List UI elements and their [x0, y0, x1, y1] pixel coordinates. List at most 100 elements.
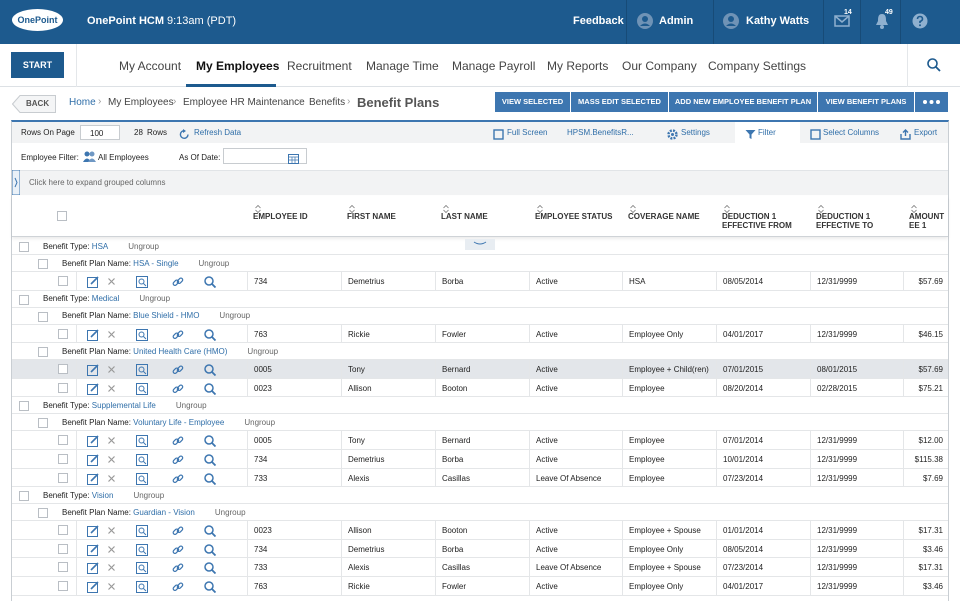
breadcrumb-link[interactable]: Benefits [309, 97, 346, 108]
group-name[interactable]: HSA - Single [133, 258, 179, 268]
sort-icon[interactable] [724, 200, 730, 214]
row-checkbox[interactable] [58, 472, 68, 483]
delete-icon[interactable] [106, 524, 118, 536]
group-name[interactable]: United Health Care (HMO) [133, 346, 228, 356]
fullscreen-button[interactable]: Full Screen [507, 128, 548, 137]
search-row-icon[interactable] [204, 524, 217, 538]
view-select[interactable]: HPSM.BenefitsR... [567, 128, 634, 137]
column-header[interactable]: DEDUCTION 1 EFFECTIVE FROM [722, 212, 792, 230]
row-checkbox[interactable] [58, 543, 68, 554]
delete-icon[interactable] [106, 580, 118, 592]
nav-item[interactable]: Manage Time [366, 59, 439, 73]
nav-item[interactable]: Our Company [622, 59, 697, 73]
view-icon[interactable] [136, 543, 148, 556]
edit-icon[interactable] [87, 561, 99, 575]
view-icon[interactable] [136, 524, 148, 538]
edit-icon[interactable] [87, 543, 99, 556]
sort-icon[interactable] [911, 200, 917, 214]
column-header[interactable]: DEDUCTION 1 EFFECTIVE TO [816, 212, 874, 230]
action-button[interactable]: ADD NEW EMPLOYEE BENEFIT PLAN [669, 92, 817, 112]
back-button[interactable]: BACK [26, 99, 50, 108]
link-icon[interactable] [172, 434, 184, 446]
delete-icon[interactable] [106, 472, 118, 484]
search-row-icon[interactable] [204, 472, 217, 485]
settings-button[interactable]: Settings [681, 128, 710, 137]
edit-icon[interactable] [87, 275, 99, 288]
column-header[interactable]: COVERAGE NAME [628, 212, 700, 221]
search-row-icon[interactable] [204, 382, 217, 395]
link-icon[interactable] [172, 561, 184, 573]
row-checkbox[interactable] [58, 525, 68, 536]
nav-item[interactable]: My Account [119, 59, 182, 73]
header-checkbox[interactable] [57, 211, 67, 221]
link-icon[interactable] [172, 275, 184, 287]
delete-icon[interactable] [106, 561, 118, 573]
employee-filter[interactable]: All Employees [98, 153, 149, 162]
feedback-link[interactable]: Feedback [573, 15, 624, 27]
group-checkbox[interactable] [38, 311, 48, 322]
refresh-icon[interactable] [179, 127, 190, 139]
sort-icon[interactable] [349, 200, 355, 214]
group-checkbox[interactable] [19, 242, 29, 252]
export-button[interactable]: Export [914, 128, 938, 137]
nav-item[interactable]: My Employees [196, 59, 280, 73]
export-icon[interactable] [900, 127, 911, 140]
delete-icon[interactable] [106, 328, 118, 340]
collapse-handle[interactable] [465, 237, 495, 250]
edit-icon[interactable] [87, 453, 99, 466]
edit-icon[interactable] [87, 328, 99, 341]
search-row-icon[interactable] [204, 275, 217, 289]
filter-button[interactable]: Filter [758, 128, 776, 137]
search-row-icon[interactable] [204, 328, 217, 341]
search-row-icon[interactable] [204, 453, 217, 467]
search-row-icon[interactable] [204, 363, 217, 377]
view-icon[interactable] [136, 328, 148, 341]
group-name[interactable]: Supplemental Life [91, 400, 156, 410]
as-of-input[interactable] [223, 148, 307, 164]
filter-icon[interactable] [745, 127, 756, 139]
group-checkbox[interactable] [19, 491, 29, 502]
ungroup-link[interactable]: Ungroup [128, 241, 159, 251]
search-row-icon[interactable] [204, 434, 217, 448]
rows-on-page-select[interactable]: 100 [80, 125, 120, 140]
view-icon[interactable] [136, 275, 148, 288]
breadcrumb-link[interactable]: My Employees [108, 97, 174, 108]
row-checkbox[interactable] [58, 562, 68, 573]
row-checkbox[interactable] [58, 454, 68, 464]
column-header[interactable]: EMPLOYEE STATUS [535, 212, 613, 221]
view-icon[interactable] [136, 561, 148, 575]
mail-icon[interactable] [834, 14, 850, 28]
link-icon[interactable] [172, 363, 184, 375]
edit-icon[interactable] [87, 580, 99, 593]
ungroup-link[interactable]: Ungroup [133, 490, 165, 500]
edit-icon[interactable] [87, 382, 99, 395]
group-name[interactable]: Blue Shield - HMO [133, 311, 200, 321]
search-row-icon[interactable] [204, 543, 217, 556]
delete-icon[interactable] [106, 434, 118, 446]
row-checkbox[interactable] [58, 364, 68, 375]
link-icon[interactable] [172, 543, 184, 555]
columns-icon[interactable] [810, 127, 821, 140]
sort-icon[interactable] [818, 200, 824, 214]
people-icon[interactable] [83, 150, 96, 162]
breadcrumb-link[interactable]: Employee HR Maintenance [183, 97, 305, 108]
row-checkbox[interactable] [58, 328, 68, 339]
select-columns-button[interactable]: Select Columns [823, 128, 880, 137]
refresh-button[interactable]: Refresh Data [194, 128, 242, 137]
ungroup-link[interactable]: Ungroup [214, 507, 246, 517]
ungroup-link[interactable]: Ungroup [247, 346, 279, 356]
ungroup-link[interactable]: Ungroup [139, 294, 171, 304]
group-name[interactable]: Voluntary Life - Employee [133, 417, 225, 427]
search-icon[interactable] [927, 58, 941, 72]
link-icon[interactable] [172, 382, 184, 394]
delete-icon[interactable] [106, 275, 118, 287]
view-icon[interactable] [136, 580, 148, 593]
more-button[interactable] [915, 92, 948, 112]
link-icon[interactable] [172, 328, 184, 340]
search-row-icon[interactable] [204, 580, 217, 594]
link-icon[interactable] [172, 580, 184, 592]
nav-item[interactable]: My Reports [547, 59, 609, 73]
nav-item[interactable]: Recruitment [287, 59, 352, 73]
view-icon[interactable] [136, 363, 148, 377]
action-button[interactable]: VIEW SELECTED [495, 92, 570, 112]
